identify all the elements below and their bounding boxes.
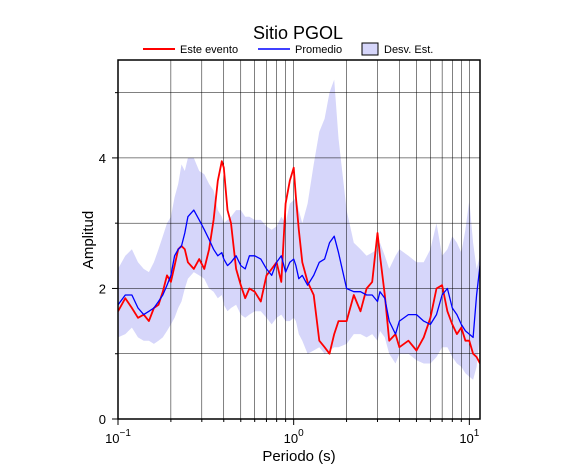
x-tick-label: 100 <box>284 428 304 446</box>
y-tick-label: 2 <box>99 281 106 296</box>
x-tick-label: 10−1 <box>105 428 131 446</box>
x-tick-exponent: −1 <box>120 428 132 439</box>
legend-label-este-evento: Este evento <box>180 44 238 56</box>
x-tick-label: 101 <box>459 428 479 446</box>
y-tick-label: 4 <box>99 151 106 166</box>
chart-title: Sitio PGOL <box>253 23 343 43</box>
plot-clip-group <box>118 60 480 419</box>
x-tick-exponent: 1 <box>474 428 480 439</box>
y-tick-label: 0 <box>99 412 106 427</box>
legend-label-promedio: Promedio <box>295 44 342 56</box>
legend-swatch-desv-est <box>361 42 379 56</box>
x-tick-exponent: 0 <box>298 428 304 439</box>
legend-label-desv-est: Desv. Est. <box>384 44 433 56</box>
y-axis-label: Amplitud <box>80 211 97 269</box>
x-axis-label: Periodo (s) <box>262 448 335 465</box>
series-line-promedio <box>118 209 480 339</box>
legend: Este evento Promedio Desv. Est. <box>143 42 433 56</box>
plot-frame <box>117 59 481 420</box>
